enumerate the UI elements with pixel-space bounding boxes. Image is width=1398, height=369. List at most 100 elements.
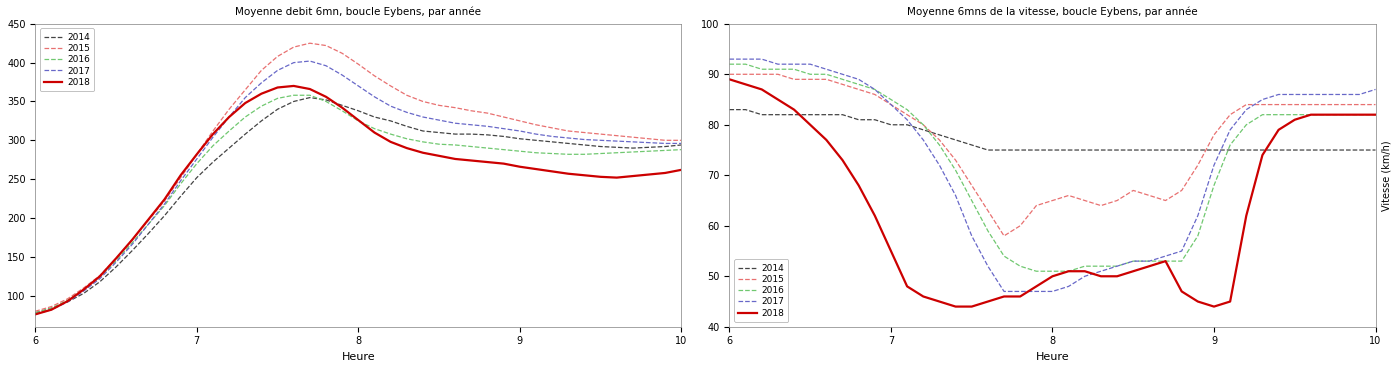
2014 <box>1060 148 1076 152</box>
2016 <box>350 119 366 123</box>
2016 <box>59 298 75 303</box>
2015 <box>818 77 835 82</box>
2015 <box>463 108 480 113</box>
2016 <box>1158 259 1174 263</box>
2015 <box>480 111 496 115</box>
2015 <box>204 129 221 133</box>
2017 <box>495 127 512 131</box>
2018 <box>366 130 383 135</box>
2015 <box>189 152 206 156</box>
2017 <box>672 141 689 146</box>
2014 <box>108 265 124 269</box>
2017 <box>59 300 75 304</box>
2014 <box>140 231 157 236</box>
2018 <box>1012 294 1029 299</box>
2018 <box>608 175 625 180</box>
2016 <box>480 146 496 150</box>
2018 <box>1190 299 1206 304</box>
2014 <box>576 143 593 147</box>
2016 <box>1205 183 1222 187</box>
2014 <box>882 123 899 127</box>
2014 <box>463 132 480 136</box>
2016 <box>512 149 528 154</box>
2015 <box>124 238 141 242</box>
2015 <box>43 304 60 309</box>
2016 <box>802 72 819 76</box>
2017 <box>1173 249 1190 253</box>
2014 <box>189 175 206 180</box>
2014 <box>1158 148 1174 152</box>
2014 <box>802 113 819 117</box>
2017 <box>786 62 802 66</box>
2018 <box>625 174 642 178</box>
2018 <box>867 213 884 218</box>
2014 <box>447 132 464 136</box>
2016 <box>91 275 108 279</box>
2018 <box>1350 113 1367 117</box>
2014 <box>527 138 544 142</box>
2018 <box>1237 213 1254 218</box>
2018 <box>786 107 802 112</box>
2018 <box>576 173 593 177</box>
2014 <box>818 113 835 117</box>
2017 <box>221 115 238 119</box>
2016 <box>769 67 786 72</box>
2016 <box>850 82 867 87</box>
2018 <box>835 158 851 162</box>
2018 <box>802 123 819 127</box>
2015 <box>867 92 884 97</box>
2017 <box>270 68 287 73</box>
2015 <box>1205 133 1222 137</box>
2017 <box>236 95 253 100</box>
2014 <box>786 113 802 117</box>
2015 <box>75 286 92 290</box>
2016 <box>1093 264 1110 268</box>
2018 <box>431 154 447 158</box>
2017 <box>1286 92 1303 97</box>
2017 <box>75 289 92 293</box>
2014 <box>625 146 642 150</box>
2015 <box>963 183 980 187</box>
2017 <box>27 312 43 317</box>
2014 <box>980 148 997 152</box>
2016 <box>576 152 593 156</box>
2017 <box>931 163 948 168</box>
2014 <box>1076 148 1093 152</box>
2017 <box>1060 284 1076 289</box>
2016 <box>1060 269 1076 273</box>
2018 <box>1158 259 1174 263</box>
2016 <box>527 151 544 155</box>
2018 <box>1303 113 1320 117</box>
2016 <box>1254 113 1271 117</box>
2018 <box>995 294 1012 299</box>
2015 <box>931 138 948 142</box>
2014 <box>1109 148 1125 152</box>
2018 <box>882 249 899 253</box>
2017 <box>108 260 124 265</box>
2016 <box>657 148 674 153</box>
2015 <box>350 62 366 66</box>
2017 <box>334 73 351 77</box>
2018 <box>253 92 270 96</box>
Line: 2018: 2018 <box>35 86 681 314</box>
2014 <box>948 138 965 142</box>
2014 <box>1205 148 1222 152</box>
Line: 2015: 2015 <box>730 74 1376 236</box>
2017 <box>657 141 674 146</box>
2014 <box>1237 148 1254 152</box>
2016 <box>835 77 851 82</box>
2015 <box>1271 102 1288 107</box>
2014 <box>172 194 189 199</box>
2014 <box>91 279 108 284</box>
2018 <box>463 158 480 163</box>
2015 <box>576 130 593 135</box>
2014 <box>317 98 334 102</box>
2017 <box>1318 92 1335 97</box>
2016 <box>995 254 1012 258</box>
2016 <box>867 87 884 92</box>
Title: Moyenne 6mns de la vitesse, boucle Eybens, par année: Moyenne 6mns de la vitesse, boucle Eyben… <box>907 7 1198 17</box>
2018 <box>236 101 253 105</box>
2017 <box>431 118 447 123</box>
2018 <box>124 238 141 242</box>
2016 <box>43 306 60 310</box>
